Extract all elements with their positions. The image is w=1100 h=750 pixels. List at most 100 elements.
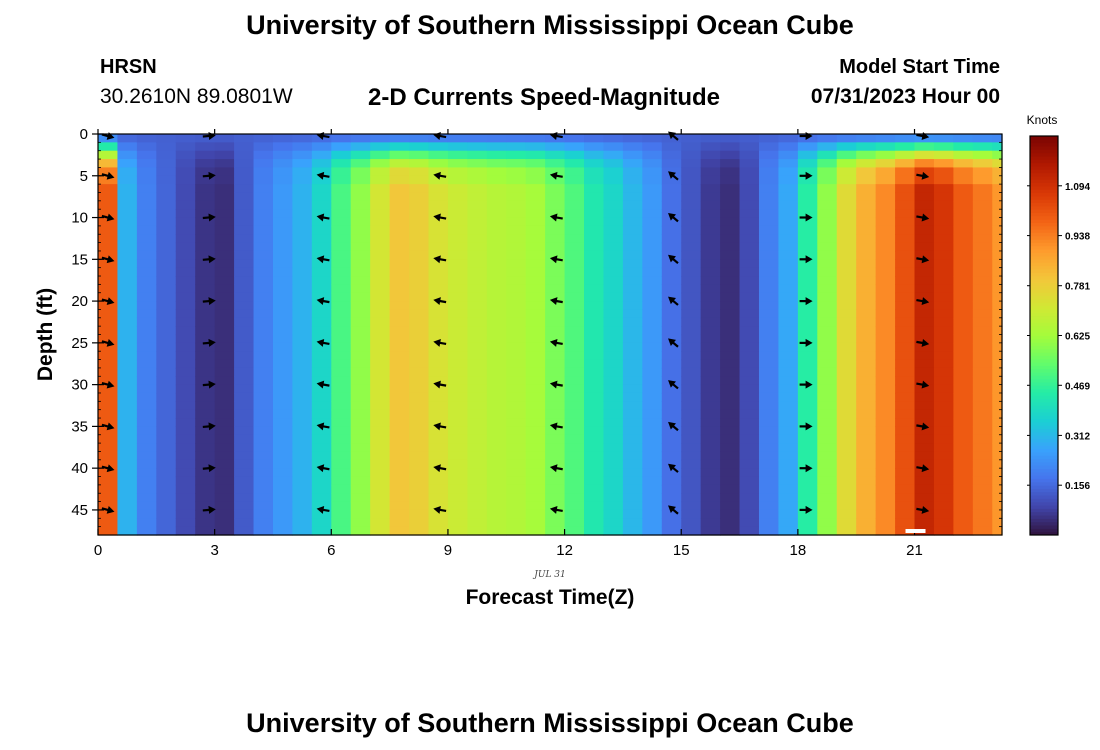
heatmap-cell [350, 359, 371, 369]
heatmap-cell [350, 309, 371, 319]
heatmap-cell [700, 167, 721, 177]
heatmap-cell [622, 200, 643, 210]
heatmap-cell [428, 342, 449, 352]
heatmap-cell [370, 501, 391, 511]
heatmap-cell [292, 309, 313, 319]
heatmap-cell [253, 376, 274, 386]
heatmap-cell [642, 334, 663, 344]
heatmap-cell [117, 484, 138, 494]
heatmap-cell [136, 342, 157, 352]
heatmap-cell [175, 434, 196, 444]
heatmap-cell [214, 409, 235, 419]
heatmap-cell [214, 317, 235, 327]
heatmap-cell [331, 184, 352, 194]
heatmap-cell [98, 451, 119, 461]
heatmap-cell [486, 150, 507, 160]
heatmap-cell [467, 276, 488, 285]
heatmap-cell [389, 468, 410, 478]
heatmap-cell [350, 484, 371, 494]
heatmap-cell [584, 484, 605, 494]
heatmap-cell [525, 418, 546, 427]
heatmap-cell [836, 192, 857, 202]
heatmap-cell [642, 292, 663, 302]
heatmap-cell [953, 443, 974, 453]
heatmap-cell [914, 301, 935, 311]
heatmap-cell [895, 309, 916, 319]
heatmap-cell [311, 518, 332, 528]
heatmap-cell [253, 451, 274, 461]
heatmap-cell [214, 518, 235, 528]
colorbar-cell [1030, 235, 1058, 240]
colorbar-cell [1030, 152, 1058, 157]
heatmap-cell [525, 259, 546, 269]
heatmap-cell [98, 267, 119, 277]
heatmap-cell [758, 451, 780, 461]
heatmap-cell [739, 392, 760, 402]
heatmap-cell [136, 326, 157, 336]
heatmap-cell [117, 392, 138, 402]
heatmap-cell [953, 200, 974, 210]
heatmap-cell [758, 392, 780, 402]
heatmap-cell [486, 259, 507, 269]
heatmap-cell [98, 309, 119, 319]
heatmap-cell [622, 259, 643, 269]
heatmap-cell [311, 418, 332, 427]
velocity-arrow [101, 464, 115, 473]
heatmap-cell [681, 493, 702, 503]
heatmap-cell [895, 409, 916, 419]
heatmap-cell [992, 384, 1003, 394]
heatmap-cell [156, 409, 177, 419]
velocity-arrow [101, 171, 115, 180]
heatmap-cell [895, 234, 916, 244]
heatmap-cell [234, 234, 255, 244]
heatmap-cell [331, 225, 352, 235]
heatmap-cell [933, 200, 954, 210]
heatmap-cell [972, 501, 993, 511]
heatmap-cell [195, 301, 216, 311]
heatmap-cell [875, 476, 896, 486]
heatmap-cell [409, 509, 430, 519]
heatmap-cell [584, 326, 605, 336]
heatmap-cell [642, 351, 663, 361]
heatmap-cell [545, 518, 566, 528]
heatmap-cell [875, 134, 896, 143]
heatmap-cell [720, 384, 741, 394]
heatmap-cell [603, 159, 624, 169]
heatmap-cell [447, 342, 468, 352]
heatmap-cell [234, 359, 255, 369]
heatmap-cell [817, 175, 838, 185]
heatmap-cell [584, 167, 605, 177]
heatmap-cell [642, 276, 663, 285]
heatmap-cell [486, 359, 507, 369]
heatmap-cell [797, 493, 818, 503]
heatmap-cell [292, 250, 313, 260]
heatmap-cell [350, 292, 371, 302]
heatmap-cell [778, 418, 799, 427]
heatmap-cell [117, 242, 138, 252]
heatmap-cell [720, 276, 741, 285]
heatmap-cell [836, 526, 857, 536]
heatmap-cell [661, 134, 682, 143]
heatmap-cell [234, 192, 255, 202]
heatmap-cell [914, 225, 935, 235]
heatmap-cell [720, 493, 741, 503]
colorbar-cell [1030, 259, 1058, 263]
heatmap-cell [525, 159, 546, 169]
heatmap-cell [253, 217, 274, 227]
heatmap-cell [992, 351, 1003, 361]
heatmap-cell [467, 426, 488, 436]
heatmap-cell [817, 334, 838, 344]
heatmap-cell [603, 192, 624, 202]
colorbar-cell [1030, 242, 1058, 247]
heatmap-cell [234, 184, 255, 194]
heatmap-cell [856, 209, 877, 219]
heatmap-cell [972, 225, 993, 235]
heatmap-cell [195, 334, 216, 344]
heatmap-cell [175, 317, 196, 327]
heatmap-cell [661, 418, 682, 427]
heatmap-cell [681, 334, 702, 344]
heatmap-cell [700, 518, 721, 528]
heatmap-cell [272, 250, 294, 260]
heatmap-cell [175, 217, 196, 227]
heatmap-cell [661, 209, 682, 219]
